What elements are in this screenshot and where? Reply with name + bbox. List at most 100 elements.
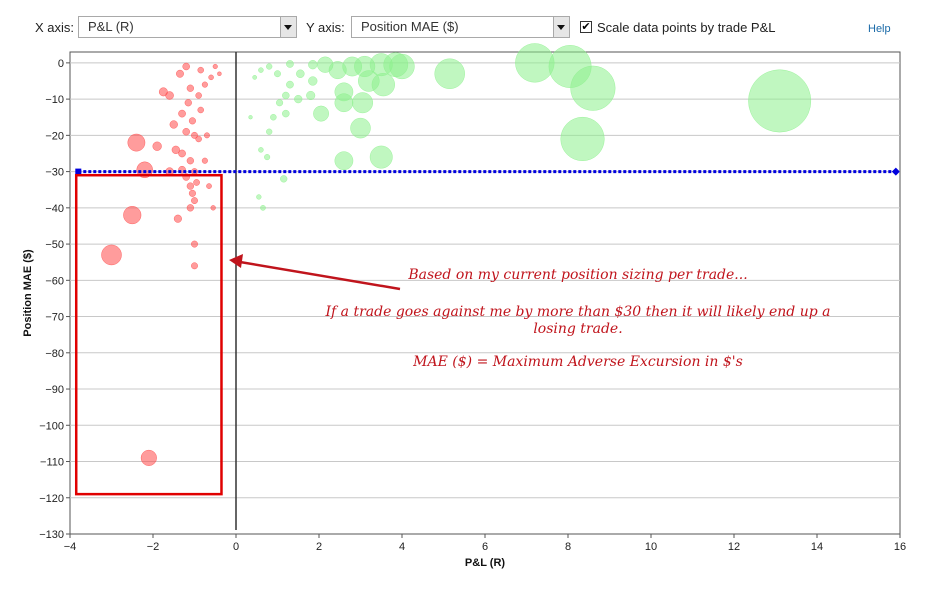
data-point [206, 183, 212, 189]
x-tick-label: 8 [565, 541, 571, 553]
data-point [197, 106, 204, 114]
data-point [334, 151, 354, 171]
data-point [186, 182, 195, 190]
y-tick-label: −120 [39, 493, 64, 505]
x-axis-select[interactable]: P&L (R) [78, 16, 297, 38]
annotation-line-1: Based on my current position sizing per … [407, 267, 747, 283]
data-point [260, 204, 266, 211]
data-point [191, 262, 198, 270]
data-point [264, 154, 271, 161]
data-point [274, 70, 281, 78]
data-point [286, 60, 294, 68]
threshold-start-marker [75, 168, 82, 175]
data-point [308, 76, 318, 86]
data-point [101, 244, 122, 266]
y-tick-label: −20 [45, 130, 64, 142]
data-point [350, 117, 371, 139]
x-tick-label: 14 [811, 541, 823, 553]
data-point [186, 84, 195, 92]
data-point [184, 99, 192, 107]
data-point [178, 149, 186, 158]
data-point [186, 204, 195, 212]
scale-checkbox[interactable]: ✔ [580, 21, 592, 33]
data-point [201, 81, 208, 88]
x-tick-label: 4 [399, 541, 405, 553]
y-tick-label: −110 [40, 457, 64, 469]
data-point [256, 194, 262, 200]
data-point [252, 75, 258, 80]
data-point [270, 113, 277, 121]
plot-area [69, 51, 901, 535]
data-point [258, 67, 264, 73]
data-point [191, 131, 198, 139]
data-point [182, 127, 190, 136]
y-axis-select-value: Position MAE ($) [361, 19, 459, 34]
data-point [186, 157, 195, 165]
y-tick-label: −60 [45, 275, 64, 287]
scale-checkbox-label[interactable]: Scale data points by trade P&L [597, 20, 776, 35]
data-point [308, 60, 318, 70]
y-tick-label: −30 [45, 167, 64, 179]
data-point [282, 109, 290, 118]
data-point [173, 214, 182, 223]
x-tick-label: −4 [64, 541, 77, 553]
x-tick-label: 12 [728, 541, 740, 553]
annotation-line-2: If a trade goes against me by more than … [325, 304, 831, 320]
data-point [217, 71, 222, 76]
data-point [127, 133, 146, 152]
data-point [294, 94, 303, 104]
data-point [193, 179, 200, 186]
data-point [158, 87, 168, 97]
x-axis-label: X axis: [35, 20, 75, 35]
data-point [296, 69, 305, 78]
data-point [195, 92, 202, 99]
tick-labels: 0−10−20−30−40−50−60−70−80−90−100−110−120… [39, 58, 906, 553]
help-link[interactable]: Help [868, 23, 891, 35]
data-point [188, 117, 196, 125]
chevron-down-icon[interactable] [280, 17, 296, 37]
data-point [248, 115, 253, 120]
y-tick-label: −40 [45, 203, 64, 215]
data-point [197, 66, 204, 74]
data-point [191, 197, 198, 205]
data-point [369, 145, 393, 169]
data-points [101, 43, 812, 466]
annotation-arrow-line [239, 260, 401, 291]
y-tick-label: −10 [45, 94, 64, 106]
data-point [334, 93, 354, 113]
data-point [266, 128, 273, 135]
x-tick-label: 6 [482, 541, 488, 553]
chevron-down-icon[interactable] [553, 17, 569, 37]
data-point [560, 116, 605, 162]
y-tick-label: −130 [39, 529, 64, 541]
data-point [208, 74, 214, 81]
y-tick-label: −80 [45, 348, 64, 360]
y-tick-label: −70 [45, 312, 64, 324]
data-point [191, 240, 198, 248]
data-point [570, 65, 616, 111]
y-axis-select[interactable]: Position MAE ($) [351, 16, 570, 38]
x-axis-select-value: P&L (R) [88, 19, 134, 34]
data-point [178, 109, 186, 118]
data-point [748, 69, 812, 133]
data-point [282, 91, 290, 100]
data-point [176, 69, 184, 78]
annotation-line-4: MAE ($) = Maximum Adverse Excursion in $… [412, 354, 743, 370]
data-point [352, 92, 374, 114]
data-point [306, 90, 316, 101]
y-axis-title: Position MAE ($) [22, 249, 34, 337]
data-point [140, 449, 157, 466]
data-point [286, 80, 294, 89]
data-point [201, 157, 208, 164]
toolbar: X axis: P&L (R) Y axis: Position MAE ($)… [0, 0, 946, 50]
data-point [171, 145, 180, 154]
data-point [515, 43, 555, 83]
y-tick-label: −100 [39, 420, 64, 432]
data-point [188, 189, 196, 197]
data-point [204, 132, 210, 139]
annotation-arrow-head [229, 254, 243, 268]
x-tick-label: 0 [233, 541, 239, 553]
highlight-box [74, 173, 223, 496]
data-point [152, 141, 162, 151]
